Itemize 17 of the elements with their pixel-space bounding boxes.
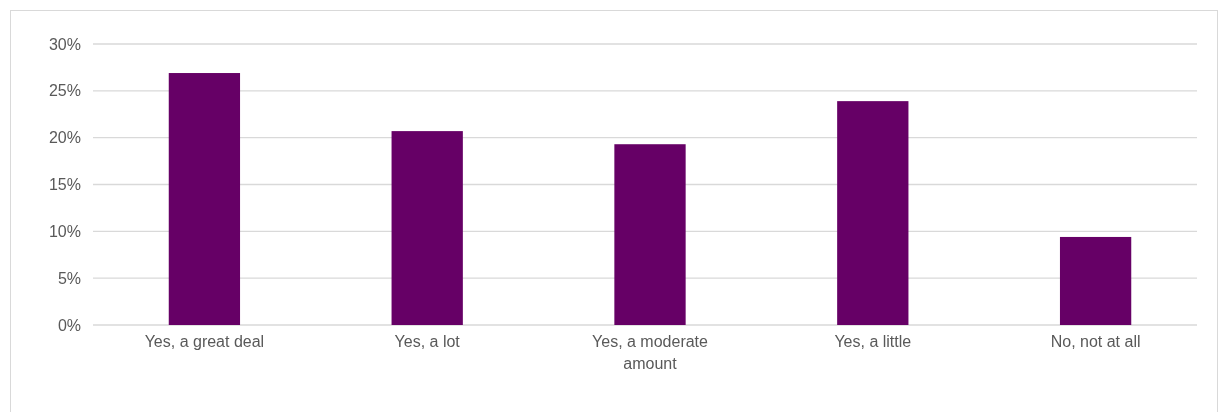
x-tick-label: No, not at all xyxy=(1050,333,1141,350)
bar xyxy=(614,144,686,325)
bar xyxy=(837,101,909,325)
x-tick-label: Yes, a little xyxy=(834,333,912,350)
y-tick-label: 20% xyxy=(48,129,81,147)
y-tick-label: 30% xyxy=(48,35,81,53)
y-tick-label: 25% xyxy=(48,82,81,100)
bar xyxy=(391,131,463,325)
bar xyxy=(1059,236,1132,325)
y-tick-label: 5% xyxy=(57,269,81,287)
x-tick-label: Yes, a lot xyxy=(394,333,461,350)
x-tick-label: Yes, a moderate amount xyxy=(592,333,709,372)
x-tick-label: Yes, a great deal xyxy=(144,333,265,350)
y-tick-label: 15% xyxy=(48,176,81,194)
y-tick-label: 10% xyxy=(48,222,81,240)
y-tick-label: 0% xyxy=(57,316,81,334)
bar xyxy=(168,73,241,325)
